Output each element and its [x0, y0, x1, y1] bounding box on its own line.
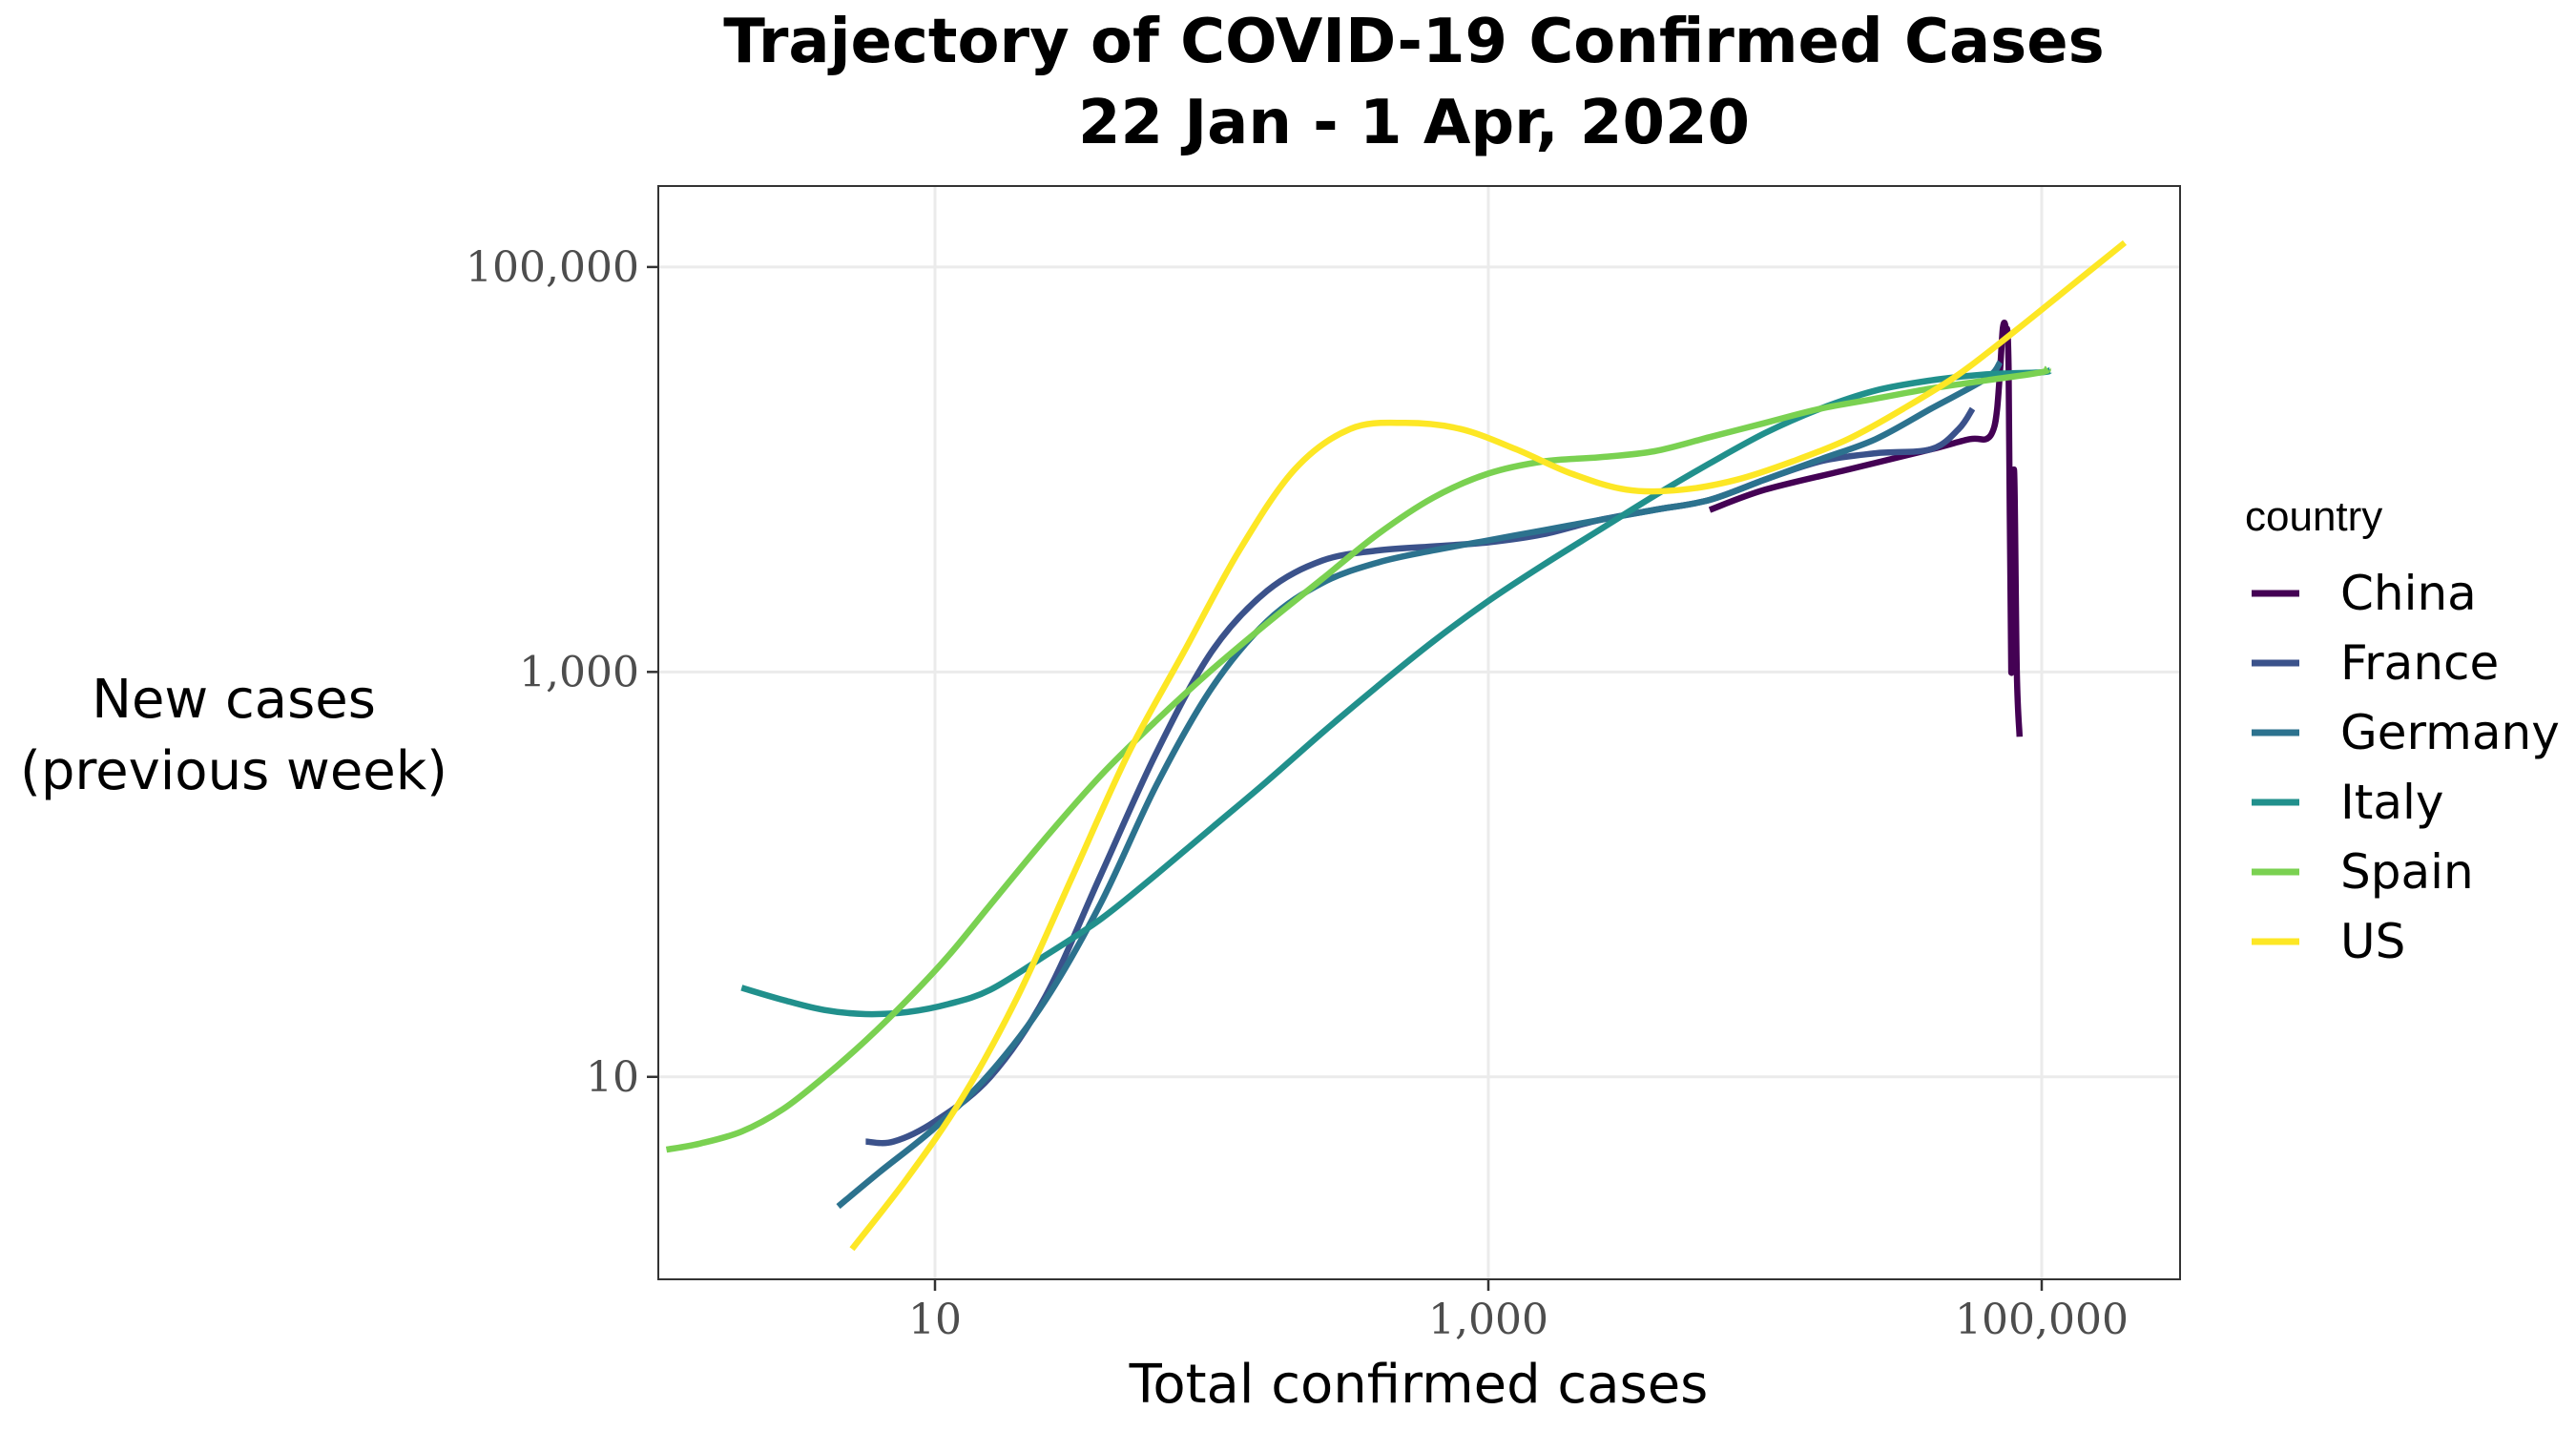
- legend-title: country: [2245, 493, 2382, 540]
- legend-item-germany: Germany: [2252, 705, 2560, 760]
- legend: country China France Germany Italy Spain US: [2245, 493, 2560, 969]
- grid: [658, 186, 2180, 1279]
- y-axis-title-line1: New cases: [92, 669, 376, 731]
- series-line-spain: [665, 365, 2051, 1153]
- legend-item-china: China: [2252, 566, 2477, 621]
- series-layer: [665, 239, 2128, 1252]
- series-line-germany: [836, 360, 2004, 1210]
- plot-panel-border: [657, 185, 2181, 1280]
- legend-label-spain: Spain: [2340, 844, 2474, 900]
- series-line-us: [849, 239, 2128, 1252]
- legend-label-italy: Italy: [2340, 775, 2443, 830]
- chart-subtitle: 22 Jan - 1 Apr, 2020: [1078, 88, 1750, 158]
- legend-label-us: US: [2340, 914, 2405, 969]
- series-line-france: [865, 406, 1976, 1147]
- legend-label-china: China: [2340, 566, 2477, 621]
- legend-item-us: US: [2252, 914, 2405, 969]
- x-axis-title: Total confirmed cases: [1129, 1354, 1709, 1416]
- x-tick-label: 1,000: [1428, 1296, 1548, 1344]
- chart-title: Trajectory of COVID-19 Confirmed Cases: [723, 7, 2105, 77]
- x-tick-label: 100,000: [1955, 1296, 2129, 1344]
- y-tick-label: 100,000: [466, 243, 639, 292]
- legend-item-france: France: [2252, 635, 2499, 691]
- y-tick-label: 1,000: [519, 648, 639, 696]
- series-line-italy: [740, 366, 2053, 1018]
- legend-label-france: France: [2340, 635, 2499, 691]
- y-axis-title-line2: (previous week): [20, 740, 447, 802]
- y-tick-label: 10: [586, 1053, 639, 1102]
- legend-item-spain: Spain: [2252, 844, 2474, 900]
- legend-label-germany: Germany: [2340, 705, 2560, 760]
- legend-item-italy: Italy: [2252, 775, 2443, 830]
- axis-ticks: 10 1,000 100,000 10 1,000 100,000: [466, 243, 2129, 1344]
- x-tick-label: 10: [908, 1296, 962, 1344]
